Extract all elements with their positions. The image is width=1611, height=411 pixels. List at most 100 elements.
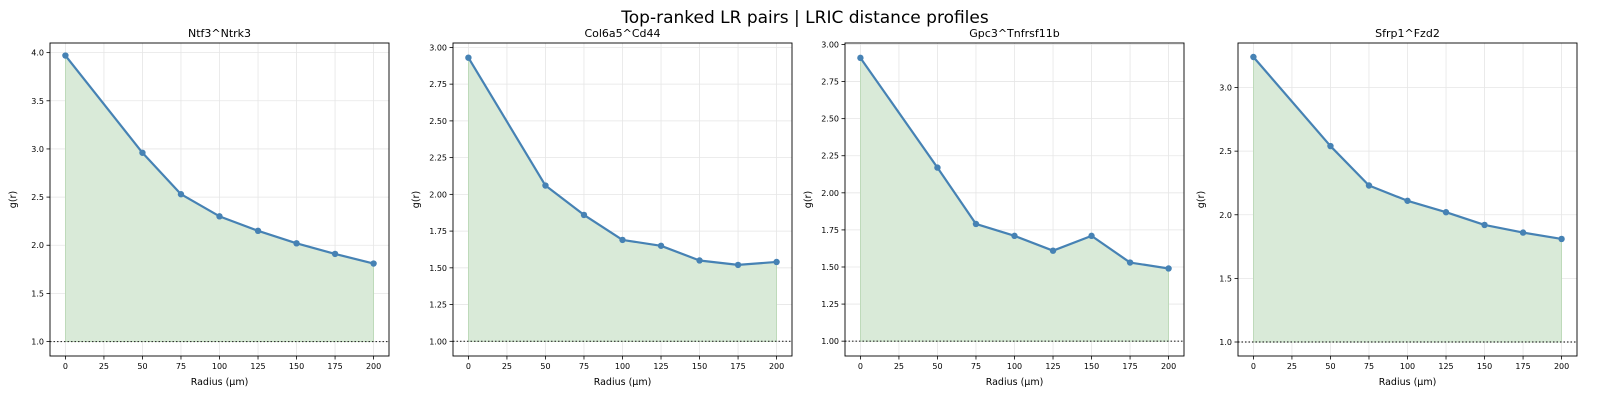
- subplot-title: Gpc3^Tnfrsf11b: [969, 27, 1059, 40]
- x-tick-label: 75: [971, 362, 981, 371]
- data-point: [972, 220, 980, 228]
- x-tick-label: 175: [1122, 362, 1137, 371]
- figure-title: Top-ranked LR pairs | LRIC distance prof…: [620, 8, 989, 28]
- y-tick-label: 2.5: [31, 193, 44, 202]
- subplot-4: 0 25 50 75 100 125 150 175 200 1.0 1.5 2.0 2.5 3.0 Sfr…: [1196, 27, 1578, 388]
- y-tick-label: 3.00: [429, 43, 447, 52]
- data-point: [696, 257, 703, 264]
- data-point: [331, 250, 339, 258]
- y-tick-label: 3.5: [31, 97, 44, 106]
- subplot-title: Col6a5^Cd44: [584, 27, 660, 40]
- data-point: [1165, 265, 1172, 272]
- data-point: [370, 260, 377, 267]
- y-tick-label: 2.75: [429, 80, 447, 89]
- data-point: [1327, 142, 1334, 150]
- x-tick-label: 200: [1554, 362, 1569, 371]
- data-point: [934, 164, 941, 171]
- x-tick-label: 25: [894, 362, 904, 371]
- y-tick-label: 2.75: [821, 78, 839, 87]
- y-tick-label: 1.25: [821, 300, 839, 309]
- data-point: [1481, 221, 1488, 229]
- x-axis-label: Radius (µm): [191, 377, 249, 388]
- x-axis-label: Radius (µm): [1379, 377, 1437, 388]
- subplot-2: 0 25 50 75 100 125 150 175 200 1.00 1.25 1.50 1.75 2.…: [411, 27, 793, 388]
- x-tick-label: 200: [769, 362, 784, 371]
- x-tick-label: 100: [212, 362, 227, 371]
- x-tick-label: 175: [327, 362, 342, 371]
- data-point: [1088, 232, 1095, 240]
- y-tick-label: 1.00: [429, 337, 447, 346]
- x-tick-label: 75: [1364, 362, 1374, 371]
- y-tick-label: 1.25: [429, 301, 447, 310]
- x-tick-label: 25: [1287, 362, 1297, 371]
- data-point: [1404, 197, 1411, 204]
- y-tick-label: 3.0: [31, 145, 44, 154]
- y-tick-label: 2.5: [1219, 147, 1232, 156]
- y-tick-label: 1.0: [1219, 338, 1232, 347]
- y-tick-label: 4.0: [31, 49, 44, 58]
- x-tick-label: 150: [1084, 362, 1099, 371]
- y-axis-label: g(r): [411, 191, 422, 208]
- y-tick-label: 2.25: [821, 152, 839, 161]
- x-tick-label: 100: [1400, 362, 1415, 371]
- data-point: [1126, 259, 1134, 266]
- data-point: [580, 211, 588, 219]
- x-tick-label: 75: [579, 362, 589, 371]
- x-tick-label: 50: [932, 362, 942, 371]
- y-axis-label: g(r): [803, 191, 814, 208]
- y-axis-label: g(r): [8, 191, 19, 208]
- data-point: [734, 261, 742, 269]
- data-point: [1442, 209, 1450, 216]
- data-point: [542, 182, 549, 189]
- x-tick-label: 125: [250, 362, 265, 371]
- x-tick-label: 200: [1161, 362, 1176, 371]
- x-tick-label: 75: [176, 362, 186, 371]
- x-tick-label: 0: [63, 362, 68, 371]
- data-point: [773, 258, 780, 266]
- data-point: [62, 52, 69, 59]
- x-tick-label: 125: [1045, 362, 1060, 371]
- x-tick-label: 25: [502, 362, 512, 371]
- x-tick-label: 150: [1477, 362, 1492, 371]
- data-point: [1519, 229, 1527, 236]
- y-tick-label: 1.75: [821, 226, 839, 235]
- subplot-title: Sfrp1^Fzd2: [1375, 27, 1440, 40]
- y-tick-label: 2.00: [821, 189, 839, 198]
- x-tick-label: 0: [1251, 362, 1256, 371]
- data-point: [857, 54, 864, 62]
- y-tick-label: 1.0: [31, 338, 44, 347]
- x-tick-label: 50: [137, 362, 147, 371]
- data-point: [293, 240, 300, 247]
- data-point: [1049, 247, 1057, 254]
- data-point: [216, 213, 223, 220]
- y-tick-label: 1.5: [31, 289, 44, 298]
- x-tick-label: 0: [466, 362, 471, 371]
- x-tick-label: 50: [1325, 362, 1335, 371]
- y-tick-label: 2.00: [429, 190, 447, 199]
- subplot-1: 0 25 50 75 100 125 150 175 200 1.0 1.5 2.0 2.5 3.0 3.5…: [8, 27, 390, 388]
- x-tick-label: 125: [1438, 362, 1453, 371]
- data-point: [254, 227, 262, 234]
- x-tick-label: 150: [692, 362, 707, 371]
- y-tick-label: 1.50: [821, 263, 839, 272]
- y-tick-label: 2.0: [31, 241, 44, 250]
- data-point: [1011, 232, 1018, 240]
- subplot-title: Ntf3^Ntrk3: [188, 27, 251, 40]
- x-tick-label: 200: [366, 362, 381, 371]
- data-point: [1365, 182, 1373, 189]
- x-tick-label: 25: [99, 362, 109, 371]
- subplot-3: 0 25 50 75 100 125 150 175 200 1.00 1.25 1.50 1.75 2.…: [803, 27, 1185, 388]
- series-line: [859, 57, 1169, 270]
- x-tick-label: 175: [1515, 362, 1530, 371]
- y-tick-label: 3.0: [1219, 84, 1232, 93]
- x-tick-label: 150: [289, 362, 304, 371]
- x-axis-label: Radius (µm): [594, 377, 652, 388]
- y-tick-label: 1.50: [429, 264, 447, 273]
- x-axis-label: Radius (µm): [986, 377, 1044, 388]
- y-tick-label: 3.00: [821, 40, 839, 49]
- x-tick-label: 0: [858, 362, 863, 371]
- x-tick-label: 125: [653, 362, 668, 371]
- x-tick-label: 50: [540, 362, 550, 371]
- x-tick-label: 175: [730, 362, 745, 371]
- y-tick-label: 2.25: [429, 154, 447, 163]
